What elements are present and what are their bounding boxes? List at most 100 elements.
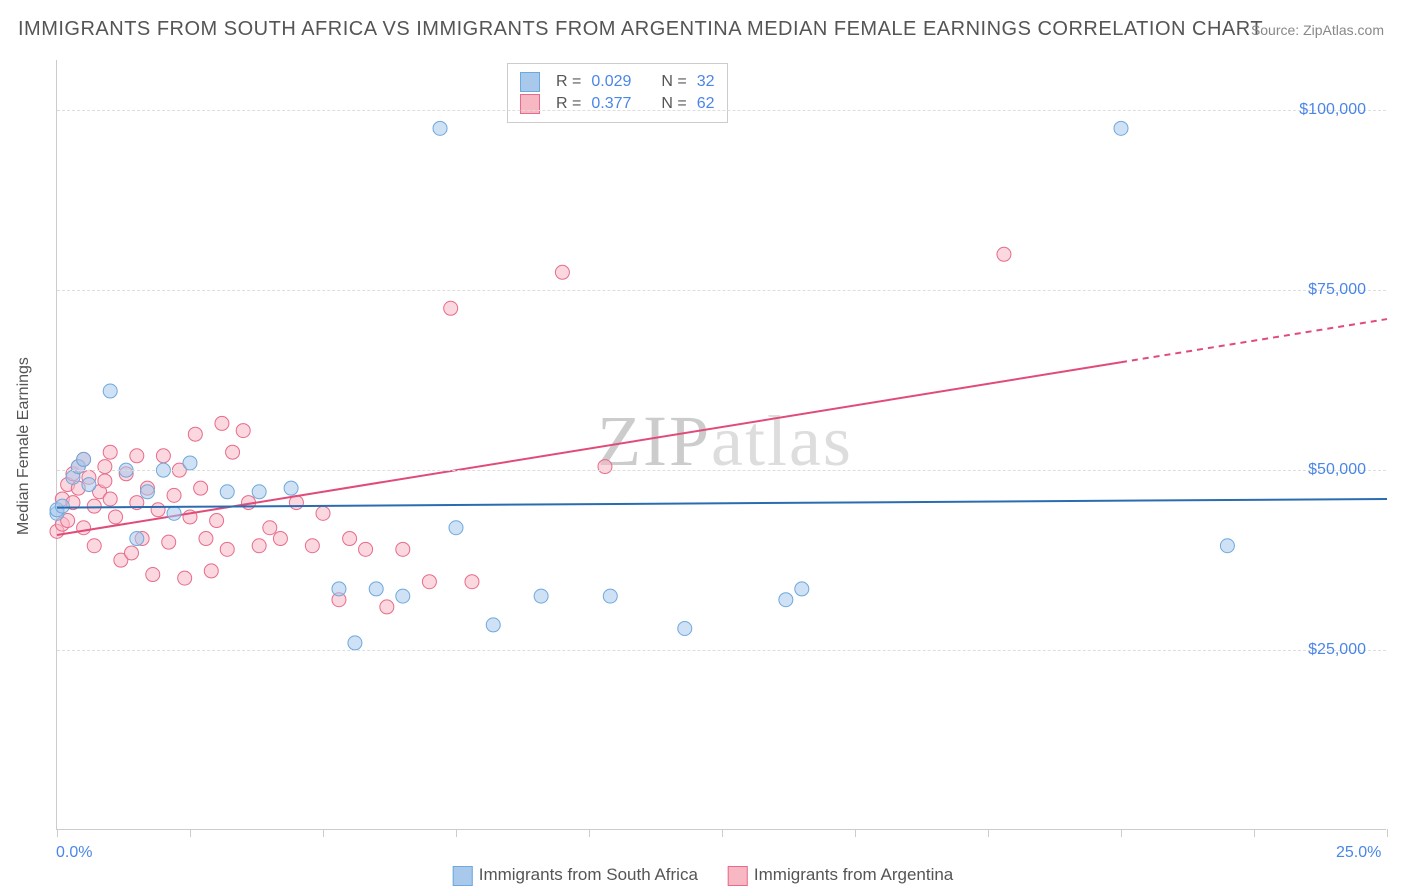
data-point bbox=[220, 485, 234, 499]
data-point bbox=[263, 521, 277, 535]
data-point bbox=[555, 265, 569, 279]
data-point bbox=[167, 488, 181, 502]
chart-title: IMMIGRANTS FROM SOUTH AFRICA VS IMMIGRAN… bbox=[18, 18, 1263, 41]
data-point bbox=[997, 247, 1011, 261]
data-point bbox=[795, 582, 809, 596]
data-point bbox=[380, 600, 394, 614]
data-point bbox=[359, 542, 373, 556]
data-point bbox=[210, 514, 224, 528]
data-point bbox=[534, 589, 548, 603]
data-point bbox=[103, 445, 117, 459]
data-point bbox=[486, 618, 500, 632]
gridline bbox=[57, 290, 1386, 291]
data-point bbox=[343, 532, 357, 546]
data-point bbox=[103, 492, 117, 506]
legend-swatch-sa bbox=[520, 72, 540, 92]
trend-line bbox=[57, 362, 1121, 535]
plot-area: ZIPatlas R = 0.029 N = 32 R = 0.377 N = … bbox=[56, 60, 1386, 830]
data-point bbox=[55, 499, 69, 513]
n-value-sa: 32 bbox=[697, 73, 715, 91]
y-tick-label: $75,000 bbox=[1308, 281, 1366, 299]
gridline bbox=[57, 470, 1386, 471]
data-point bbox=[199, 532, 213, 546]
data-point bbox=[284, 481, 298, 495]
legend-item-sa: Immigrants from South Africa bbox=[453, 865, 698, 886]
data-point bbox=[167, 506, 181, 520]
data-point bbox=[151, 503, 165, 517]
x-tick bbox=[855, 829, 856, 837]
data-point bbox=[678, 622, 692, 636]
data-point bbox=[449, 521, 463, 535]
data-point bbox=[130, 532, 144, 546]
data-point bbox=[194, 481, 208, 495]
data-point bbox=[305, 539, 319, 553]
data-point bbox=[226, 445, 240, 459]
data-point bbox=[396, 542, 410, 556]
legend-swatch-sa-bottom bbox=[453, 866, 473, 886]
series-legend: Immigrants from South Africa Immigrants … bbox=[453, 865, 954, 886]
data-point bbox=[444, 301, 458, 315]
legend-label-ar: Immigrants from Argentina bbox=[754, 865, 953, 884]
r-value-sa: 0.029 bbox=[591, 73, 631, 91]
x-tick bbox=[1387, 829, 1388, 837]
data-point bbox=[252, 485, 266, 499]
x-tick bbox=[190, 829, 191, 837]
data-point bbox=[220, 542, 234, 556]
data-point bbox=[215, 416, 229, 430]
x-tick bbox=[1254, 829, 1255, 837]
data-point bbox=[1220, 539, 1234, 553]
data-point bbox=[433, 121, 447, 135]
data-point bbox=[82, 478, 96, 492]
data-point bbox=[204, 564, 218, 578]
data-point bbox=[332, 582, 346, 596]
x-tick-label: 0.0% bbox=[56, 844, 92, 862]
trend-line-extrapolated bbox=[1121, 319, 1387, 362]
x-tick-label: 25.0% bbox=[1336, 844, 1381, 862]
legend-row-sa: R = 0.029 N = 32 bbox=[520, 72, 715, 92]
data-point bbox=[1114, 121, 1128, 135]
x-tick bbox=[57, 829, 58, 837]
data-point bbox=[316, 506, 330, 520]
x-tick bbox=[722, 829, 723, 837]
y-tick-label: $100,000 bbox=[1299, 101, 1366, 119]
legend-swatch-ar-bottom bbox=[728, 866, 748, 886]
x-tick bbox=[456, 829, 457, 837]
data-point bbox=[77, 521, 91, 535]
data-point bbox=[77, 452, 91, 466]
data-point bbox=[396, 589, 410, 603]
data-point bbox=[162, 535, 176, 549]
x-tick bbox=[988, 829, 989, 837]
data-point bbox=[236, 424, 250, 438]
x-tick bbox=[1121, 829, 1122, 837]
data-point bbox=[369, 582, 383, 596]
data-point bbox=[779, 593, 793, 607]
data-point bbox=[109, 510, 123, 524]
data-point bbox=[422, 575, 436, 589]
data-point bbox=[252, 539, 266, 553]
data-point bbox=[124, 546, 138, 560]
chart-container: IMMIGRANTS FROM SOUTH AFRICA VS IMMIGRAN… bbox=[0, 0, 1406, 892]
source-attribution: Source: ZipAtlas.com bbox=[1251, 22, 1384, 38]
y-tick-label: $25,000 bbox=[1308, 641, 1366, 659]
data-point bbox=[87, 539, 101, 553]
data-point bbox=[603, 589, 617, 603]
y-tick-label: $50,000 bbox=[1308, 461, 1366, 479]
data-point bbox=[348, 636, 362, 650]
data-point bbox=[103, 384, 117, 398]
data-point bbox=[183, 456, 197, 470]
legend-item-ar: Immigrants from Argentina bbox=[728, 865, 953, 886]
data-point bbox=[98, 460, 112, 474]
data-point bbox=[130, 449, 144, 463]
data-point bbox=[140, 485, 154, 499]
legend-label-sa: Immigrants from South Africa bbox=[479, 865, 698, 884]
x-tick bbox=[589, 829, 590, 837]
data-point bbox=[98, 474, 112, 488]
data-point bbox=[465, 575, 479, 589]
data-point bbox=[178, 571, 192, 585]
gridline bbox=[57, 110, 1386, 111]
y-axis-label: Median Female Earnings bbox=[15, 357, 33, 535]
data-point bbox=[188, 427, 202, 441]
x-tick bbox=[323, 829, 324, 837]
correlation-legend: R = 0.029 N = 32 R = 0.377 N = 62 bbox=[507, 63, 728, 123]
r-label-sa: R = bbox=[556, 73, 581, 91]
